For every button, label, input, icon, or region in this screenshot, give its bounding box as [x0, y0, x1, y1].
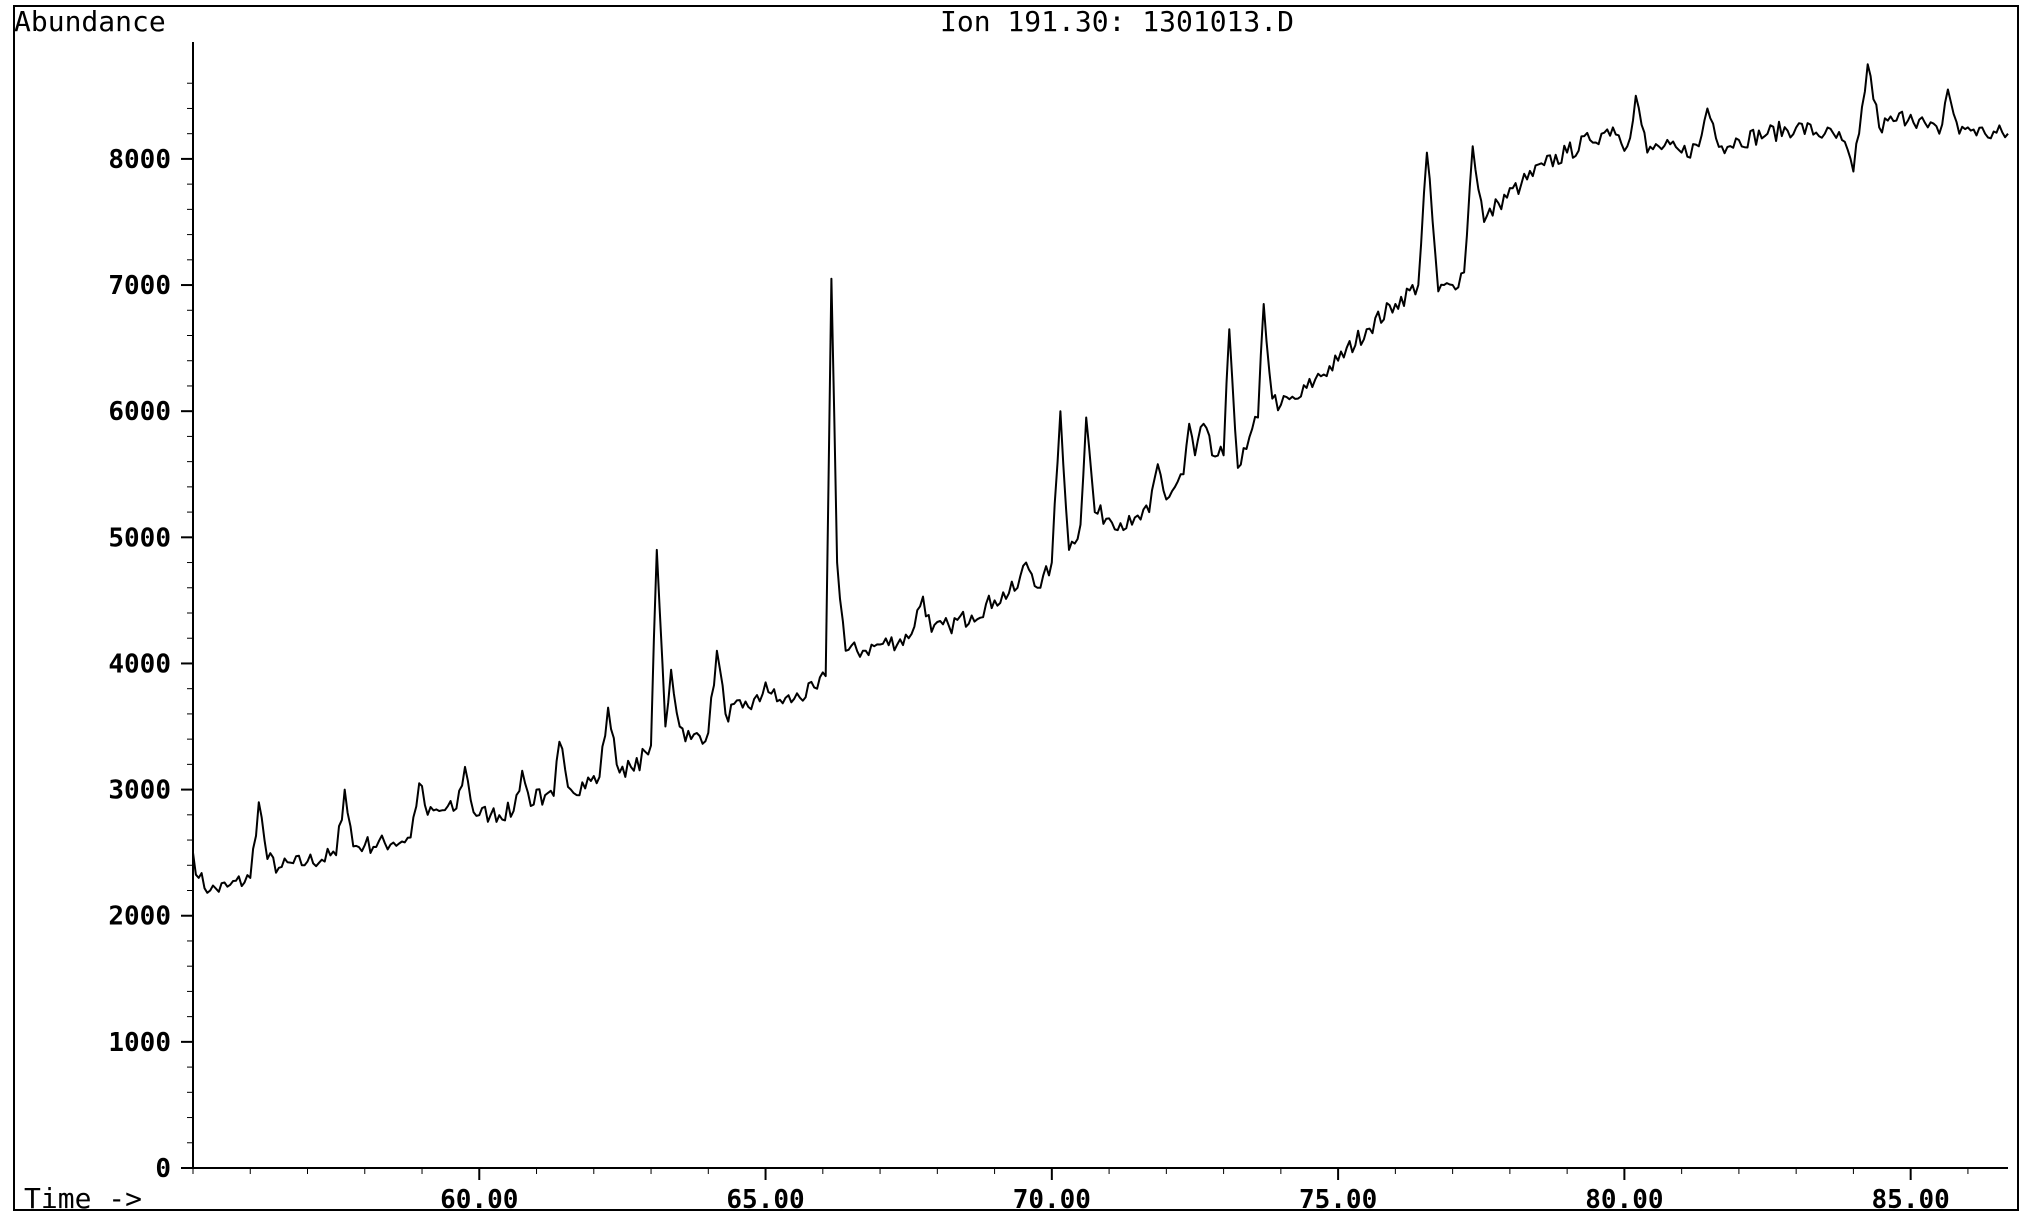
- y-tick-label: 7000: [108, 271, 171, 301]
- y-axis-ticks: 0 1000 2000 3000 4000 5000 6000 7000 8000: [108, 145, 193, 1184]
- y-tick-label: 1000: [108, 1028, 171, 1058]
- x-tick-label: 75.00: [1299, 1185, 1377, 1215]
- ion-signal-line: [192, 63, 2009, 894]
- x-tick-label: 60.00: [440, 1185, 518, 1215]
- y-tick-label: 2000: [108, 902, 171, 932]
- x-axis-ticks: 60.00 65.00 70.00 75.00 80.00 85.00: [440, 1168, 1950, 1215]
- y-tick-label: 6000: [108, 397, 171, 427]
- x-tick-label: 70.00: [1013, 1185, 1091, 1215]
- chart-title: Ion 191.30: 1301013.D: [940, 5, 1294, 38]
- y-tick-label: 0: [155, 1154, 171, 1184]
- x-tick-label: 65.00: [726, 1185, 804, 1215]
- x-axis-label: Time ->: [24, 1182, 142, 1215]
- x-tick-label: 85.00: [1872, 1185, 1950, 1215]
- y-tick-label: 3000: [108, 776, 171, 806]
- y-tick-label: 4000: [108, 649, 171, 679]
- y-tick-label: 5000: [108, 523, 171, 553]
- y-axis-label: Abundance: [14, 5, 166, 38]
- x-tick-label: 80.00: [1585, 1185, 1663, 1215]
- y-tick-label: 8000: [108, 145, 171, 175]
- outer-frame: [13, 5, 2019, 1211]
